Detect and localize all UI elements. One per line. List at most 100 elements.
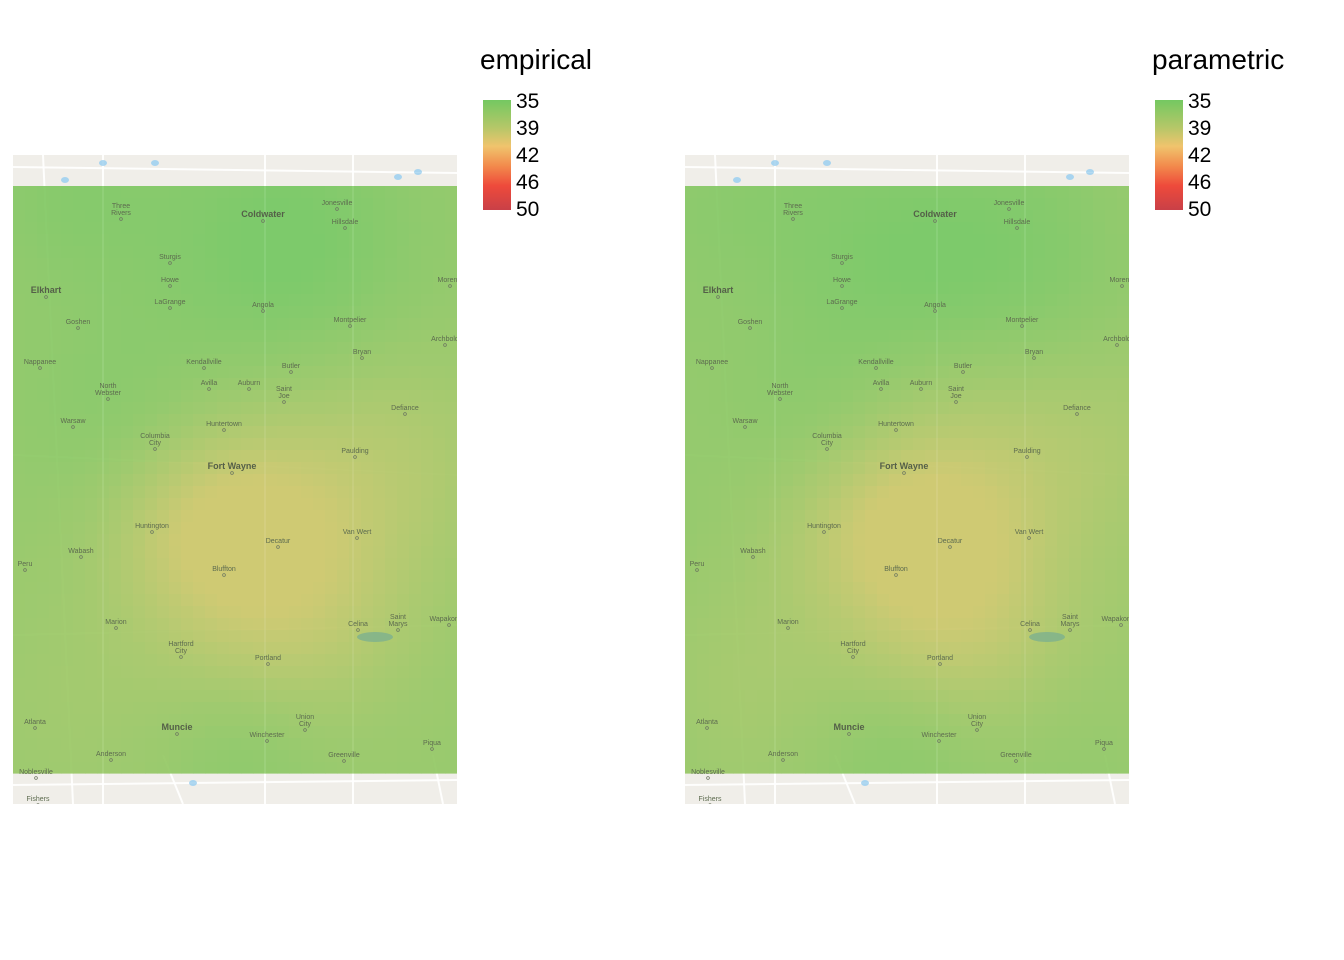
legend-tick: 42 [1188, 144, 1212, 167]
town-label: Huntington [135, 523, 169, 530]
town-label: Elkhart [703, 285, 734, 295]
town-label: Paulding [341, 448, 368, 455]
town-label: Atlanta [24, 719, 46, 726]
town-marker [266, 662, 270, 666]
town-label: Piqua [1095, 740, 1113, 747]
town-label: Marion [777, 619, 799, 626]
town-marker [403, 412, 407, 416]
town-label: Auburn [238, 380, 261, 387]
town-marker [168, 261, 172, 265]
town-marker [448, 284, 452, 288]
empirical-panel: Three Rivers Coldwater Jonesville Hillsdale S… [13, 44, 592, 804]
town-label: Union City [296, 714, 314, 728]
town-marker [1119, 623, 1123, 627]
town-label: Archbold [1103, 336, 1129, 343]
town-marker [360, 356, 364, 360]
town-marker [222, 428, 226, 432]
town-marker [23, 568, 27, 572]
town-marker [840, 306, 844, 310]
town-label: Saint Joe [276, 386, 292, 400]
town-marker [179, 655, 183, 659]
legend-tick: 39 [516, 117, 540, 140]
town-marker [447, 623, 451, 627]
town-marker [265, 739, 269, 743]
town-label: Huntertown [206, 421, 242, 428]
town-marker [710, 366, 714, 370]
town-marker [954, 400, 958, 404]
town-marker [825, 447, 829, 451]
town-label: Celina [348, 621, 368, 628]
town-marker [289, 370, 293, 374]
town-marker [791, 217, 795, 221]
town-marker [937, 739, 941, 743]
town-label: Portland [927, 655, 953, 662]
town-label: Angola [924, 302, 946, 309]
town-marker [933, 219, 937, 223]
town-marker [751, 555, 755, 559]
town-label: Morenci [438, 277, 457, 284]
town-marker [1025, 455, 1029, 459]
town-marker [150, 530, 154, 534]
town-marker [106, 397, 110, 401]
legend-tick: 50 [1188, 198, 1212, 221]
town-marker [705, 726, 709, 730]
town-label: North Webster [767, 383, 794, 397]
town-label: Montpelier [1006, 317, 1039, 324]
town-label: Sturgis [831, 254, 853, 261]
town-label: Saint Joe [948, 386, 964, 400]
town-label: Anderson [96, 751, 126, 758]
town-marker [822, 530, 826, 534]
town-label: Fishers [27, 796, 50, 803]
town-marker [222, 573, 226, 577]
town-marker [355, 536, 359, 540]
town-label: Montpelier [334, 317, 367, 324]
color-legend-bar [483, 100, 511, 210]
town-label: Portland [255, 655, 281, 662]
town-marker [1007, 207, 1011, 211]
town-label: Wapakoneta [1101, 616, 1129, 623]
town-marker [1032, 356, 1036, 360]
town-marker [348, 324, 352, 328]
town-marker [1027, 536, 1031, 540]
town-marker [38, 366, 42, 370]
town-marker [1014, 759, 1018, 763]
town-marker [938, 662, 942, 666]
town-marker [168, 284, 172, 288]
town-marker [975, 728, 979, 732]
town-marker [356, 628, 360, 632]
town-marker [1020, 324, 1024, 328]
town-marker [1102, 747, 1106, 751]
town-label: Decatur [938, 538, 963, 545]
town-label: Butler [954, 363, 973, 370]
town-label: LaGrange [154, 299, 185, 306]
town-label: Noblesville [691, 769, 725, 776]
town-label: Jonesville [322, 200, 353, 207]
town-marker [748, 326, 752, 330]
town-marker [716, 295, 720, 299]
town-label: Archbold [431, 336, 457, 343]
town-label: Van Wert [1015, 529, 1044, 536]
town-label: Nappanee [696, 359, 728, 366]
town-marker [109, 758, 113, 762]
town-marker [342, 759, 346, 763]
town-label: Kendallville [858, 359, 894, 366]
town-marker [175, 732, 179, 736]
town-marker [207, 387, 211, 391]
town-marker [840, 261, 844, 265]
town-label: Paulding [1013, 448, 1040, 455]
legend-tick: 50 [516, 198, 540, 221]
town-label: Muncie [161, 722, 192, 732]
town-label: Muncie [833, 722, 864, 732]
town-marker [781, 758, 785, 762]
town-label: Greenville [328, 752, 360, 759]
town-marker [1068, 628, 1072, 632]
town-label: Piqua [423, 740, 441, 747]
town-marker [933, 309, 937, 313]
town-marker [303, 728, 307, 732]
town-marker [343, 226, 347, 230]
town-label: Union City [968, 714, 986, 728]
town-label: Auburn [910, 380, 933, 387]
town-marker [902, 471, 906, 475]
town-marker [247, 387, 251, 391]
town-label: Fort Wayne [208, 461, 257, 471]
